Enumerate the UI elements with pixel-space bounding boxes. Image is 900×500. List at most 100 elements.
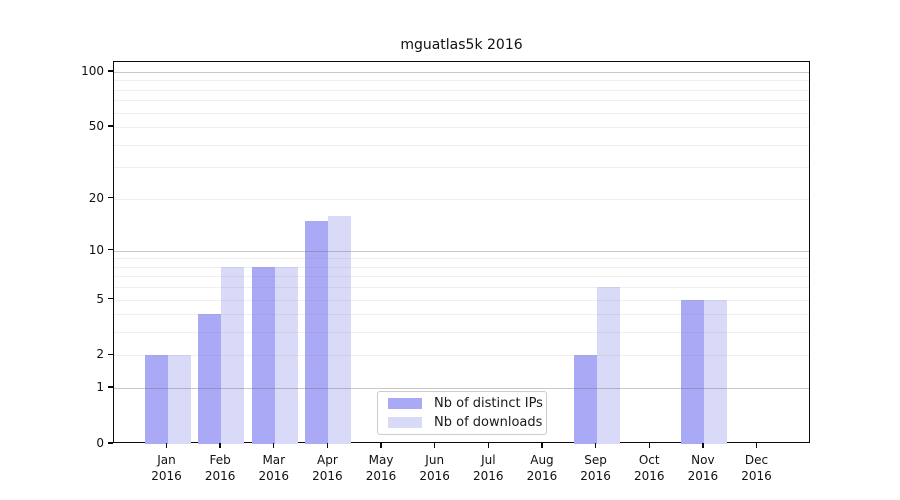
y-tick-mark: [108, 297, 113, 300]
x-tick-label-sep: Sep 2016: [561, 452, 631, 484]
x-tick-label-apr: Apr 2016: [292, 452, 362, 484]
bar-nb-of-distinct-ips-feb: [198, 314, 222, 444]
bar-nb-of-distinct-ips-jan: [144, 355, 168, 444]
bar-nb-of-downloads-mar: [274, 266, 298, 444]
gridline-minor-70: [114, 100, 809, 102]
y-tick-mark: [108, 442, 113, 444]
gridline-minor-50: [114, 127, 809, 129]
y-tick-mark: [108, 386, 113, 388]
x-tick-year: 2016: [419, 469, 450, 483]
x-tick-month: Apr: [317, 453, 338, 467]
x-tick-label-aug: Aug 2016: [507, 452, 577, 484]
x-tick-mark: [380, 443, 382, 448]
gridline-minor-2: [114, 355, 809, 357]
bar-nb-of-downloads-jan: [167, 355, 191, 444]
legend-entry-distinct-ips: Nb of distinct IPs: [388, 396, 543, 411]
x-tick-label-feb: Feb 2016: [185, 452, 255, 484]
legend-label: Nb of downloads: [434, 415, 543, 430]
y-tick-label-1: 1: [96, 380, 104, 395]
gridline-minor-6: [114, 287, 809, 289]
x-tick-month: Feb: [209, 453, 231, 467]
bar-nb-of-downloads-feb: [221, 266, 245, 444]
y-tick-label-0: 0: [96, 436, 104, 450]
gridline-minor-80: [114, 89, 809, 91]
y-tick-label-50: 50: [88, 119, 104, 134]
x-tick-mark: [755, 443, 758, 448]
x-tick-mark: [165, 443, 168, 448]
bar-nb-of-distinct-ips-apr: [305, 220, 329, 444]
x-tick-month: Oct: [638, 453, 660, 467]
y-tick-mark: [108, 353, 113, 356]
x-tick-label-oct: Oct 2016: [614, 452, 684, 484]
gridline-major-10: [114, 250, 809, 252]
x-tick-label-jul: Jul 2016: [453, 452, 523, 484]
x-tick-label-jan: Jan 2016: [132, 452, 202, 484]
x-tick-year: 2016: [258, 469, 290, 483]
x-tick-label-mar: Mar 2016: [239, 452, 309, 484]
gridline-major-1: [114, 388, 809, 390]
x-tick-year: 2016: [473, 469, 504, 483]
x-tick-mark: [648, 443, 650, 448]
gridline-minor-40: [114, 144, 809, 146]
gridline-minor-4: [114, 314, 809, 316]
x-tick-mark: [594, 443, 597, 448]
x-tick-month: Aug: [530, 453, 554, 467]
bar-nb-of-downloads-apr: [328, 215, 352, 444]
x-tick-label-may: May 2016: [346, 452, 416, 484]
bar-nb-of-distinct-ips-nov: [680, 299, 704, 444]
x-tick-mark: [219, 443, 221, 448]
x-tick-label-jun: Jun 2016: [400, 452, 470, 484]
x-tick-year: 2016: [151, 469, 182, 483]
x-tick-mark: [702, 443, 704, 448]
legend: Nb of distinct IPs Nb of downloads: [377, 391, 547, 435]
legend-label: Nb of distinct IPs: [434, 396, 543, 411]
bar-nb-of-downloads-sep: [596, 287, 620, 444]
x-tick-month: Jul: [481, 453, 496, 467]
x-tick-year: 2016: [741, 469, 772, 483]
y-tick-mark: [108, 196, 113, 199]
x-tick-mark: [434, 443, 436, 448]
bar-nb-of-distinct-ips-sep: [573, 355, 597, 444]
gridline-minor-20: [114, 198, 809, 200]
gridline-minor-3: [114, 332, 809, 334]
downloads-swatch-icon: [388, 417, 422, 428]
x-tick-mark: [326, 443, 329, 448]
gridline-minor-9: [114, 258, 809, 260]
x-tick-label-nov: Nov 2016: [668, 452, 738, 484]
gridline-minor-30: [114, 167, 809, 169]
x-tick-mark: [541, 443, 543, 448]
y-tick-mark: [108, 125, 113, 127]
x-tick-year: 2016: [687, 469, 719, 483]
gridline-minor-5: [114, 299, 809, 301]
bar-nb-of-distinct-ips-mar: [251, 266, 275, 444]
x-tick-year: 2016: [365, 469, 397, 483]
x-tick-mark: [273, 443, 275, 448]
gridline-minor-90: [114, 80, 809, 82]
x-tick-year: 2016: [204, 469, 236, 483]
plot-area: [113, 61, 810, 444]
gridline-major-100: [114, 72, 809, 73]
y-tick-mark: [108, 249, 113, 251]
x-tick-year: 2016: [633, 469, 665, 483]
gridline-minor-8: [114, 266, 809, 268]
y-tick-label-100: 100: [81, 64, 104, 78]
y-tick-mark: [108, 70, 113, 72]
gridline-minor-60: [114, 112, 809, 114]
chart-title: mguatlas5k 2016: [400, 37, 523, 53]
x-tick-month: Jan: [157, 453, 176, 467]
x-tick-year: 2016: [312, 469, 343, 483]
x-tick-month: Jun: [425, 453, 445, 467]
x-tick-month: May: [368, 453, 394, 467]
x-tick-month: Nov: [691, 453, 715, 467]
x-tick-mark: [487, 443, 489, 448]
y-tick-label-10: 10: [88, 242, 104, 257]
legend-entry-downloads: Nb of downloads: [388, 415, 542, 430]
x-tick-year: 2016: [526, 469, 558, 483]
x-tick-month: Dec: [744, 453, 769, 467]
x-tick-year: 2016: [580, 469, 611, 483]
y-tick-label-20: 20: [88, 190, 104, 205]
x-tick-month: Sep: [584, 453, 607, 467]
y-tick-label-5: 5: [96, 291, 104, 306]
y-tick-label-2: 2: [96, 347, 104, 362]
